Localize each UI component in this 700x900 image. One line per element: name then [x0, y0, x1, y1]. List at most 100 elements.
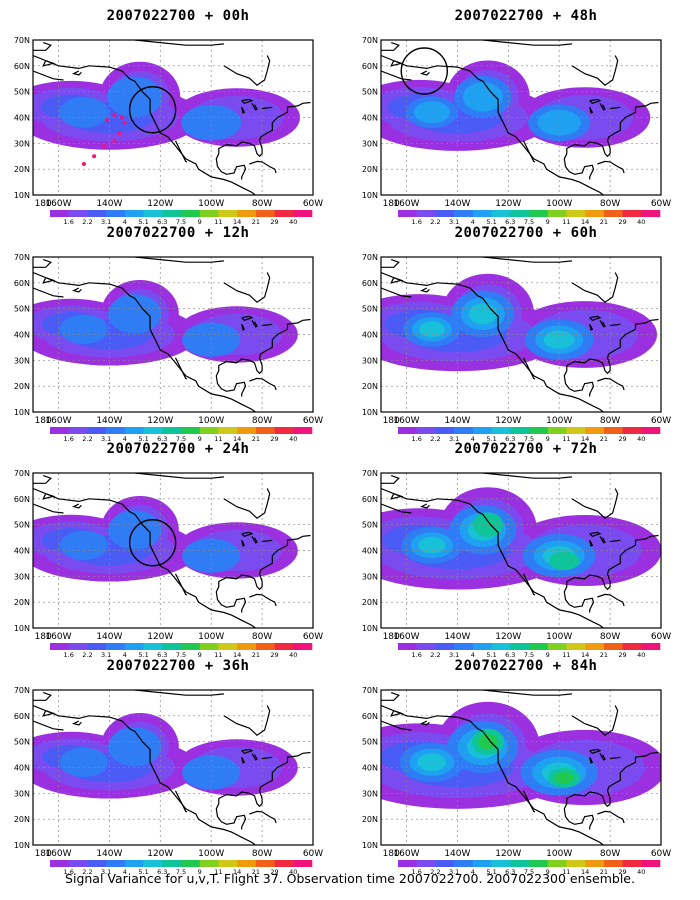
colorbar-swatch — [237, 643, 257, 650]
colorbar-label: 29 — [270, 651, 278, 659]
lon-tick-label: 100W — [198, 416, 224, 426]
lon-tick-label: 180 — [35, 632, 52, 642]
lon-tick-label: 100W — [198, 849, 224, 859]
lon-tick-label: 180 — [383, 849, 400, 859]
colorbar-swatch — [585, 427, 605, 434]
colorbar-label: 29 — [270, 218, 278, 226]
target-region-circle — [128, 519, 177, 567]
lon-tick-label: 160W — [45, 632, 71, 642]
map-panel: 2007022700 + 72h 70N 60N 50N 40N 30N 20N 10N 18… — [356, 441, 696, 659]
colorbar-label: 3.1 — [449, 868, 459, 876]
colorbar-swatch — [472, 210, 492, 217]
coastline — [249, 810, 277, 824]
colorbar-swatch — [293, 860, 313, 867]
colorbar-swatch — [510, 643, 530, 650]
coastline — [134, 473, 224, 479]
coastline — [72, 287, 82, 293]
colorbar-label: 2.2 — [82, 218, 92, 226]
colorbar-label: 3.1 — [449, 218, 459, 226]
lon-tick-label: 120W — [495, 632, 521, 642]
lon-tick-label: 120W — [147, 632, 173, 642]
lat-tick-label: 70N — [362, 36, 378, 45]
colorbar-label: 11 — [562, 868, 570, 876]
coastline — [589, 315, 602, 321]
colorbar-swatch — [274, 860, 294, 867]
lon-tick-label: 80W — [600, 849, 620, 859]
coastline — [251, 535, 258, 544]
coastline — [610, 323, 621, 327]
colorbar-label: 21 — [252, 868, 260, 876]
coastline — [566, 751, 659, 808]
coastline — [610, 539, 621, 543]
colorbar-swatch — [181, 210, 201, 217]
colorbar-swatch — [293, 210, 313, 217]
lon-tick-label: 140W — [444, 416, 470, 426]
colorbar-swatch — [585, 860, 605, 867]
colorbar-label: 40 — [637, 435, 645, 443]
lat-tick-label: 50N — [14, 305, 30, 314]
lon-tick-label: 140W — [96, 632, 122, 642]
coastline — [420, 70, 430, 76]
colorbar-label: 9 — [198, 868, 202, 876]
colorbar-label: 2.2 — [430, 435, 440, 443]
colorbar-swatch — [199, 860, 219, 867]
variance-contour — [537, 109, 581, 136]
colorbar-swatch — [181, 643, 201, 650]
coastline — [249, 593, 277, 607]
colorbar-swatch — [124, 210, 144, 217]
coastline — [33, 475, 52, 484]
coastline — [223, 705, 271, 736]
lat-tick-label: 30N — [362, 572, 378, 581]
colorbar-swatch — [68, 643, 88, 650]
coastline — [215, 586, 247, 613]
coastlines — [381, 40, 659, 195]
colorbar-swatch — [50, 427, 70, 434]
coastline — [420, 503, 430, 509]
colorbar-label: 11 — [214, 651, 222, 659]
coastline — [241, 748, 254, 754]
coastline — [597, 377, 625, 391]
colorbar: 1.6 2.2 3.1 4 5.1 6.3 7.5 9 11 14 21 29 40 — [398, 210, 661, 226]
map-panel: 2007022700 + 12h 70N 60N 50N 40N 30N 20N 10N 18… — [8, 225, 348, 443]
variance-contour — [59, 747, 109, 778]
lat-tick-label: 50N — [14, 521, 30, 530]
colorbar-label: 5.1 — [486, 218, 496, 226]
colorbar-swatch — [529, 427, 549, 434]
colorbar-swatch — [255, 643, 275, 650]
lon-tick-label: 100W — [198, 632, 224, 642]
coastline — [610, 106, 621, 110]
colorbar-label: 4 — [471, 218, 475, 226]
coastline — [215, 370, 247, 397]
variance-field — [381, 273, 658, 372]
colorbar-swatch — [435, 643, 455, 650]
colorbar-label: 1.6 — [64, 868, 74, 876]
variance-contour — [182, 755, 241, 790]
colorbar-label: 14 — [233, 868, 241, 876]
coastline — [72, 720, 82, 726]
lon-tick-label: 80W — [252, 416, 272, 426]
panel-title: 2007022700 + 72h — [454, 441, 598, 457]
colorbar-swatch — [641, 860, 661, 867]
lat-tick-label: 50N — [362, 88, 378, 97]
colorbar-label: 4 — [471, 868, 475, 876]
coastline — [134, 257, 224, 263]
lon-tick-label: 160W — [393, 199, 419, 209]
coastline — [134, 40, 224, 46]
lon-tick-label: 80W — [252, 849, 272, 859]
colorbar-swatch — [255, 210, 275, 217]
coastline — [42, 710, 56, 717]
colorbar-swatch — [143, 643, 163, 650]
lat-tick-label: 40N — [14, 547, 30, 556]
panel-title: 2007022700 + 60h — [454, 225, 598, 241]
coastline — [33, 704, 257, 845]
lat-tick-label: 30N — [362, 789, 378, 798]
coastline — [482, 473, 572, 479]
coastline — [599, 535, 606, 544]
colorbar-swatch — [124, 860, 144, 867]
colorbar-label: 29 — [618, 218, 626, 226]
colorbar-label: 1.6 — [64, 435, 74, 443]
colorbar-swatch — [87, 643, 107, 650]
variance-contour — [417, 753, 447, 772]
coastline — [42, 493, 56, 500]
colorbar-label: 6.3 — [505, 218, 515, 226]
